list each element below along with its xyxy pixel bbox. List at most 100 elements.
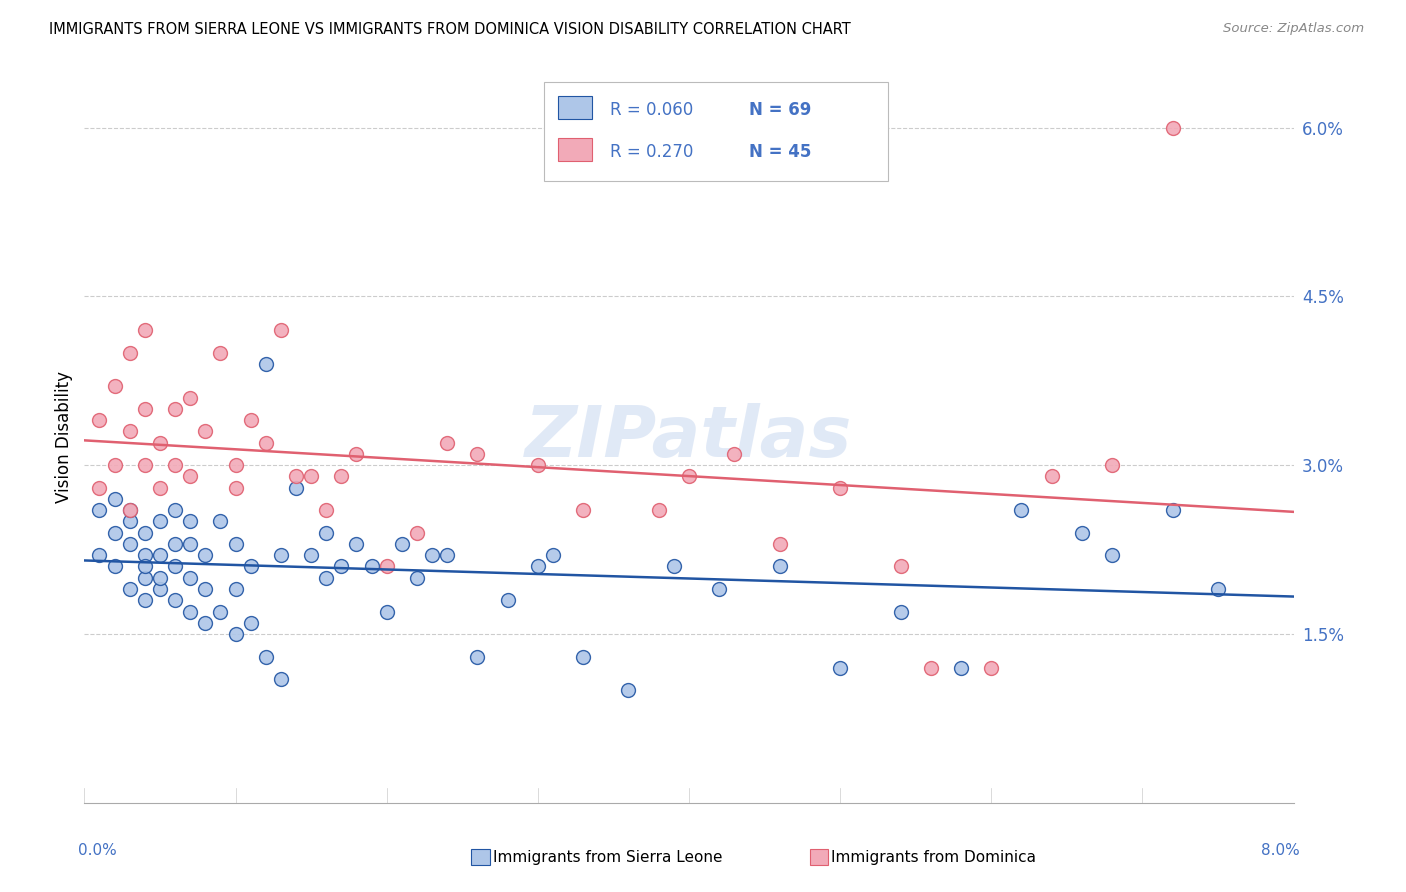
Point xyxy=(254,357,277,371)
Point xyxy=(225,537,247,551)
Text: ZIPatlas: ZIPatlas xyxy=(526,402,852,472)
Point xyxy=(89,413,111,427)
Point xyxy=(346,447,368,461)
Text: Source: ZipAtlas.com: Source: ZipAtlas.com xyxy=(1223,22,1364,36)
Point xyxy=(769,559,792,574)
Point xyxy=(118,582,141,596)
Point xyxy=(149,481,172,495)
Point xyxy=(134,525,156,540)
Point xyxy=(406,571,429,585)
Point xyxy=(194,425,217,439)
Point xyxy=(239,559,262,574)
FancyBboxPatch shape xyxy=(558,138,592,161)
Point xyxy=(375,559,398,574)
Point xyxy=(89,481,111,495)
Text: R = 0.060: R = 0.060 xyxy=(610,101,693,120)
Point xyxy=(89,503,111,517)
Point xyxy=(254,649,277,664)
Point xyxy=(330,469,353,483)
Point xyxy=(572,503,595,517)
Point xyxy=(527,559,550,574)
Point xyxy=(149,548,172,562)
Point xyxy=(225,481,247,495)
Point xyxy=(406,525,429,540)
Point xyxy=(209,345,232,359)
Point xyxy=(179,391,201,405)
Point xyxy=(950,661,973,675)
Point xyxy=(315,503,337,517)
Y-axis label: Vision Disability: Vision Disability xyxy=(55,371,73,503)
FancyBboxPatch shape xyxy=(810,849,828,865)
Point xyxy=(149,515,172,529)
Point xyxy=(678,469,700,483)
Point xyxy=(149,435,172,450)
FancyBboxPatch shape xyxy=(544,82,889,181)
Point xyxy=(1161,503,1184,517)
Point xyxy=(315,571,337,585)
Point xyxy=(285,469,308,483)
Point xyxy=(89,548,111,562)
Point xyxy=(1101,548,1123,562)
Point xyxy=(134,401,156,416)
Text: 8.0%: 8.0% xyxy=(1261,843,1299,858)
Point xyxy=(104,379,127,393)
Point xyxy=(165,401,187,416)
Point xyxy=(225,627,247,641)
Text: 0.0%: 0.0% xyxy=(79,843,117,858)
Point xyxy=(1101,458,1123,473)
Point xyxy=(179,605,201,619)
Point xyxy=(360,559,382,574)
Point xyxy=(648,503,671,517)
Point xyxy=(104,525,127,540)
Point xyxy=(134,323,156,337)
Point xyxy=(299,469,322,483)
Point xyxy=(239,615,262,630)
Text: IMMIGRANTS FROM SIERRA LEONE VS IMMIGRANTS FROM DOMINICA VISION DISABILITY CORRE: IMMIGRANTS FROM SIERRA LEONE VS IMMIGRAN… xyxy=(49,22,851,37)
Point xyxy=(391,537,413,551)
Point xyxy=(1040,469,1063,483)
Point xyxy=(541,548,564,562)
Point xyxy=(299,548,322,562)
Point xyxy=(165,537,187,551)
Point xyxy=(118,345,141,359)
Point xyxy=(662,559,685,574)
Point xyxy=(179,537,201,551)
Point xyxy=(769,537,792,551)
Point xyxy=(194,548,217,562)
Point xyxy=(890,605,912,619)
Point xyxy=(104,458,127,473)
Point xyxy=(134,458,156,473)
Point xyxy=(209,605,232,619)
FancyBboxPatch shape xyxy=(558,96,592,119)
Text: Immigrants from Dominica: Immigrants from Dominica xyxy=(831,850,1036,865)
Point xyxy=(134,548,156,562)
Point xyxy=(118,515,141,529)
Point xyxy=(1011,503,1033,517)
Point xyxy=(1206,582,1229,596)
Point xyxy=(467,649,489,664)
Text: N = 45: N = 45 xyxy=(749,143,811,161)
Point xyxy=(723,447,745,461)
Point xyxy=(315,525,337,540)
Point xyxy=(165,458,187,473)
Point xyxy=(194,615,217,630)
Point xyxy=(104,491,127,506)
Point xyxy=(118,537,141,551)
Point xyxy=(165,593,187,607)
Point xyxy=(179,571,201,585)
Point xyxy=(467,447,489,461)
Point xyxy=(149,571,172,585)
Point xyxy=(572,649,595,664)
Point xyxy=(270,548,292,562)
Point xyxy=(617,683,640,698)
Point xyxy=(1071,525,1094,540)
Point xyxy=(118,503,141,517)
Point xyxy=(830,481,852,495)
Point xyxy=(285,481,308,495)
Point xyxy=(496,593,519,607)
Point xyxy=(375,605,398,619)
Point xyxy=(179,515,201,529)
Text: Immigrants from Sierra Leone: Immigrants from Sierra Leone xyxy=(492,850,723,865)
Point xyxy=(225,582,247,596)
Point xyxy=(920,661,942,675)
